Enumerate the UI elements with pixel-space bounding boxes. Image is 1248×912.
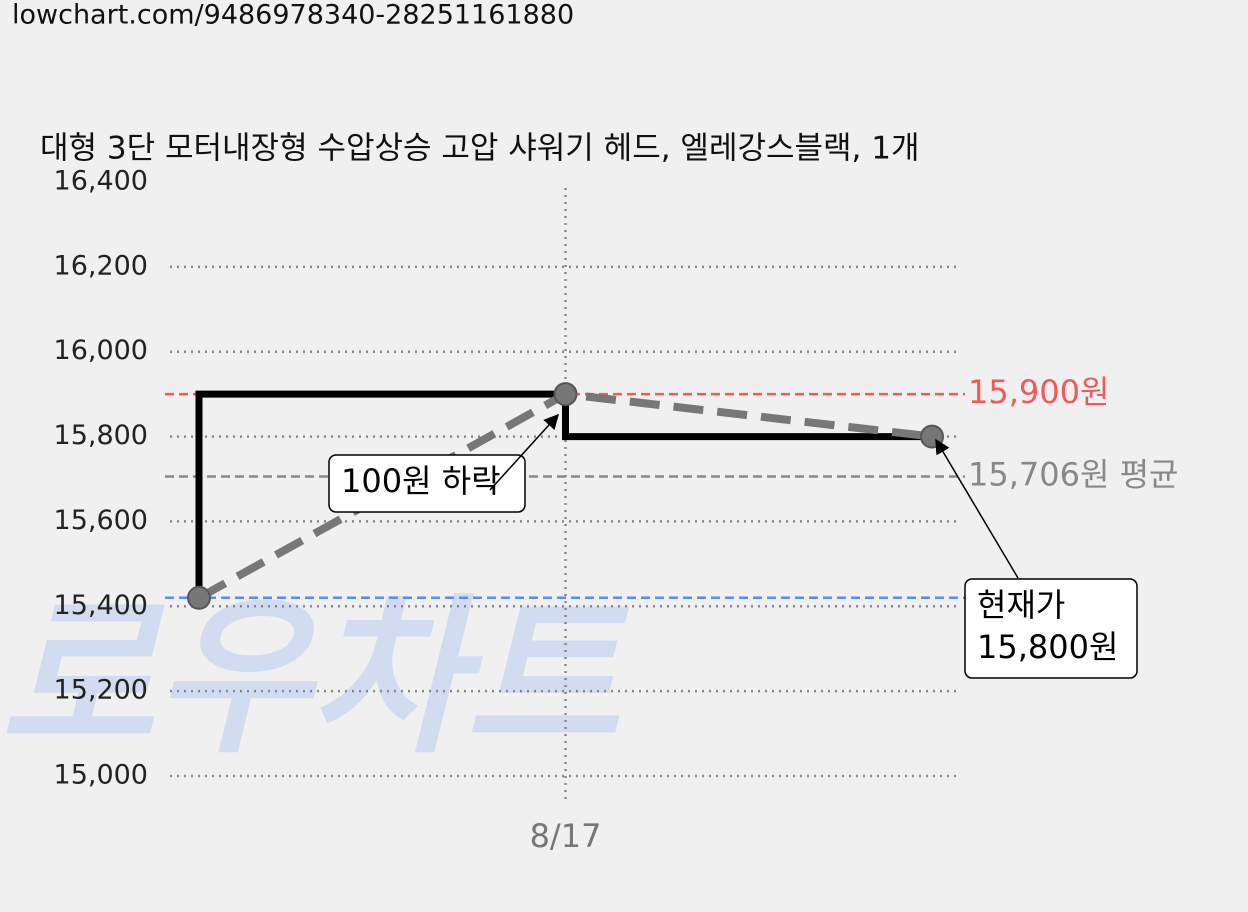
annotation-text: 100원 하락 [341,462,501,500]
y-tick-label: 15,600 [54,505,148,536]
y-tick-label: 15,400 [54,590,148,621]
point [187,585,211,610]
point [920,424,944,449]
annotation-box [964,578,1138,679]
annotation-box [328,454,526,513]
reference-label: 15,706원 평균 [968,455,1178,493]
y-tick-label: 15,200 [54,675,148,706]
annotation-text: 15,800원 [977,628,1118,666]
y-tick-label: 15,800 [54,420,148,451]
y-tick-label: 16,400 [54,166,148,197]
y-tick-label: 16,000 [54,335,148,366]
x-tick-label: 8/17 [530,817,602,855]
url: lowchart.com/9486978340-28251161880 [12,0,574,31]
annotation-text: 현재가 [977,586,1065,624]
reference-label: 15,900원 [968,373,1109,411]
y-tick-label: 15,000 [54,760,148,791]
point [553,382,578,407]
annotation-arrow [489,413,560,491]
y-tick-label: 16,200 [54,250,148,281]
annotation-arrow [935,438,1019,579]
watermark: 로우차트 [0,579,630,777]
chart-title: 대형 3단 모터내장형 수압상승 고압 샤워기 헤드, 엘레강스블랙, 1개 [40,131,920,167]
